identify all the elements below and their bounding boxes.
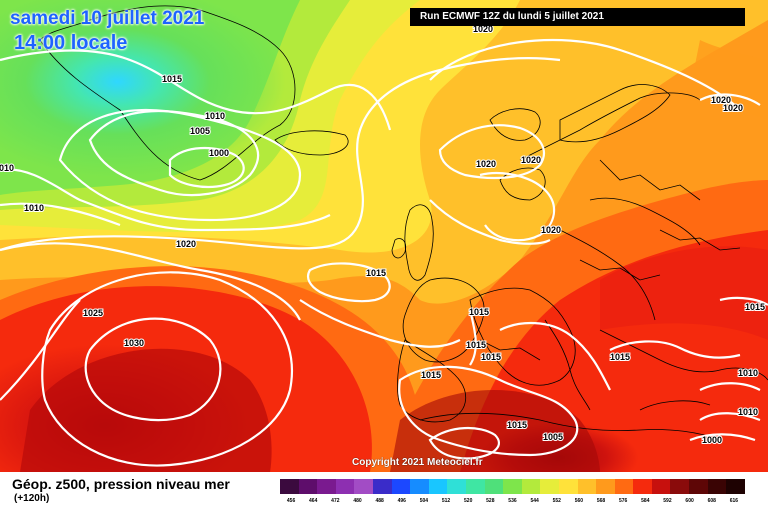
color-scale-swatch bbox=[521, 479, 541, 494]
color-scale-swatch bbox=[372, 479, 392, 494]
isobar-label: 1025 bbox=[83, 308, 103, 318]
isobar-label: 1005 bbox=[543, 432, 563, 442]
color-scale-swatch bbox=[503, 479, 522, 494]
isobar-label: 1015 bbox=[469, 307, 489, 317]
color-scale-value: 464 bbox=[309, 498, 318, 504]
isobar-label: 1020 bbox=[723, 103, 743, 113]
isobar-label: 1020 bbox=[541, 225, 561, 235]
color-scale-value: 472 bbox=[331, 498, 340, 504]
color-scale-value: 552 bbox=[552, 498, 561, 504]
isobar-label: 1015 bbox=[366, 268, 386, 278]
color-scale-swatch bbox=[410, 479, 429, 494]
color-scale-labels: 456 464 472 480 488 496 504 512 520 528 536 544 552 5… bbox=[280, 498, 745, 504]
isobar-label: 1010 bbox=[738, 368, 758, 378]
color-scale-value: 456 bbox=[286, 498, 296, 504]
isobar-label: 1020 bbox=[521, 155, 541, 165]
isobar-label: 1020 bbox=[473, 24, 493, 34]
color-scale-value: 560 bbox=[574, 498, 584, 504]
color-scale-swatch bbox=[391, 479, 411, 494]
isobar-label: 1000 bbox=[209, 148, 229, 158]
color-scale-swatch bbox=[596, 479, 615, 494]
isobar-labels: 1015 1010 1005 1000 1010 1010 1020 1020 … bbox=[0, 23, 766, 446]
isobar-label: 1010 bbox=[0, 163, 14, 173]
color-scale-value: 592 bbox=[663, 498, 672, 504]
color-scale bbox=[280, 479, 745, 494]
isobars bbox=[0, 38, 768, 467]
color-scale-swatch bbox=[428, 479, 448, 494]
color-scale-value: 480 bbox=[353, 498, 362, 504]
forecast-time: 14:00 locale bbox=[14, 32, 128, 54]
isobar-label: 1015 bbox=[745, 302, 765, 312]
color-scale-swatch bbox=[726, 479, 745, 494]
color-scale-value: 568 bbox=[596, 498, 606, 504]
isobar-label: 1005 bbox=[190, 126, 210, 136]
color-scale-swatch bbox=[614, 479, 634, 494]
copyright: Copyright 2021 Meteociel.fr bbox=[352, 457, 483, 468]
color-scale-value: 504 bbox=[419, 498, 429, 504]
color-scale-value: 616 bbox=[729, 498, 739, 504]
isobar-label: 1015 bbox=[421, 370, 441, 380]
color-scale-swatch bbox=[540, 479, 559, 494]
color-scale-swatch bbox=[335, 479, 355, 494]
isobar-label: 1015 bbox=[466, 340, 486, 350]
color-scale-value: 528 bbox=[486, 498, 495, 504]
color-scale-value: 600 bbox=[685, 498, 694, 504]
legend-title: Géop. z500, pression niveau mer bbox=[12, 476, 230, 492]
color-scale-swatch bbox=[298, 479, 318, 494]
isobar-label: 1015 bbox=[481, 352, 501, 362]
color-scale-value: 608 bbox=[707, 498, 716, 504]
color-scale-value: 496 bbox=[397, 498, 406, 504]
forecast-date: samedi 10 juillet 2021 bbox=[10, 8, 205, 29]
color-scale-swatch bbox=[633, 479, 652, 494]
color-scale-swatch bbox=[317, 479, 336, 494]
map-canvas: 1015 1010 1005 1000 1010 1010 1020 1020 … bbox=[0, 0, 768, 472]
color-scale-swatch bbox=[577, 479, 597, 494]
isobar-label: 1015 bbox=[507, 420, 527, 430]
color-scale-swatch bbox=[707, 479, 727, 494]
color-scale-swatch bbox=[558, 479, 578, 494]
isobar-label: 1010 bbox=[205, 111, 225, 121]
isobar-label: 1030 bbox=[124, 338, 144, 348]
color-scale-value: 544 bbox=[530, 498, 539, 504]
isobar-label: 1010 bbox=[24, 203, 44, 213]
color-scale-value: 512 bbox=[441, 498, 451, 504]
isobar-label: 1020 bbox=[176, 239, 196, 249]
weather-map: 1015 1010 1005 1000 1010 1010 1020 1020 … bbox=[0, 0, 768, 472]
color-scale-swatch bbox=[447, 479, 466, 494]
isobar-label: 1015 bbox=[162, 74, 182, 84]
isobar-label: 1015 bbox=[610, 352, 630, 362]
color-scale-swatch bbox=[484, 479, 504, 494]
color-scale-value: 576 bbox=[619, 498, 628, 504]
color-scale-swatch bbox=[280, 479, 299, 494]
legend-subtitle: (+120h) bbox=[14, 493, 50, 504]
run-info: Run ECMWF 12Z du lundi 5 juillet 2021 bbox=[410, 8, 745, 26]
isobar-label: 1020 bbox=[476, 159, 496, 169]
legend-footer: Géop. z500, pression niveau mer (+120h) … bbox=[0, 472, 768, 512]
color-scale-value: 584 bbox=[641, 498, 650, 504]
color-scale-swatch bbox=[354, 479, 373, 494]
isobar-label: 1010 bbox=[738, 407, 758, 417]
isobar-label: 1000 bbox=[702, 435, 722, 445]
color-scale-value: 520 bbox=[464, 498, 473, 504]
color-scale-swatch bbox=[689, 479, 708, 494]
color-scale-swatch bbox=[651, 479, 671, 494]
color-scale-swatch bbox=[465, 479, 485, 494]
color-scale-value: 488 bbox=[375, 498, 384, 504]
isobar-label: 1020 bbox=[711, 95, 731, 105]
color-scale-swatch bbox=[670, 479, 690, 494]
color-scale-value: 536 bbox=[508, 498, 517, 504]
